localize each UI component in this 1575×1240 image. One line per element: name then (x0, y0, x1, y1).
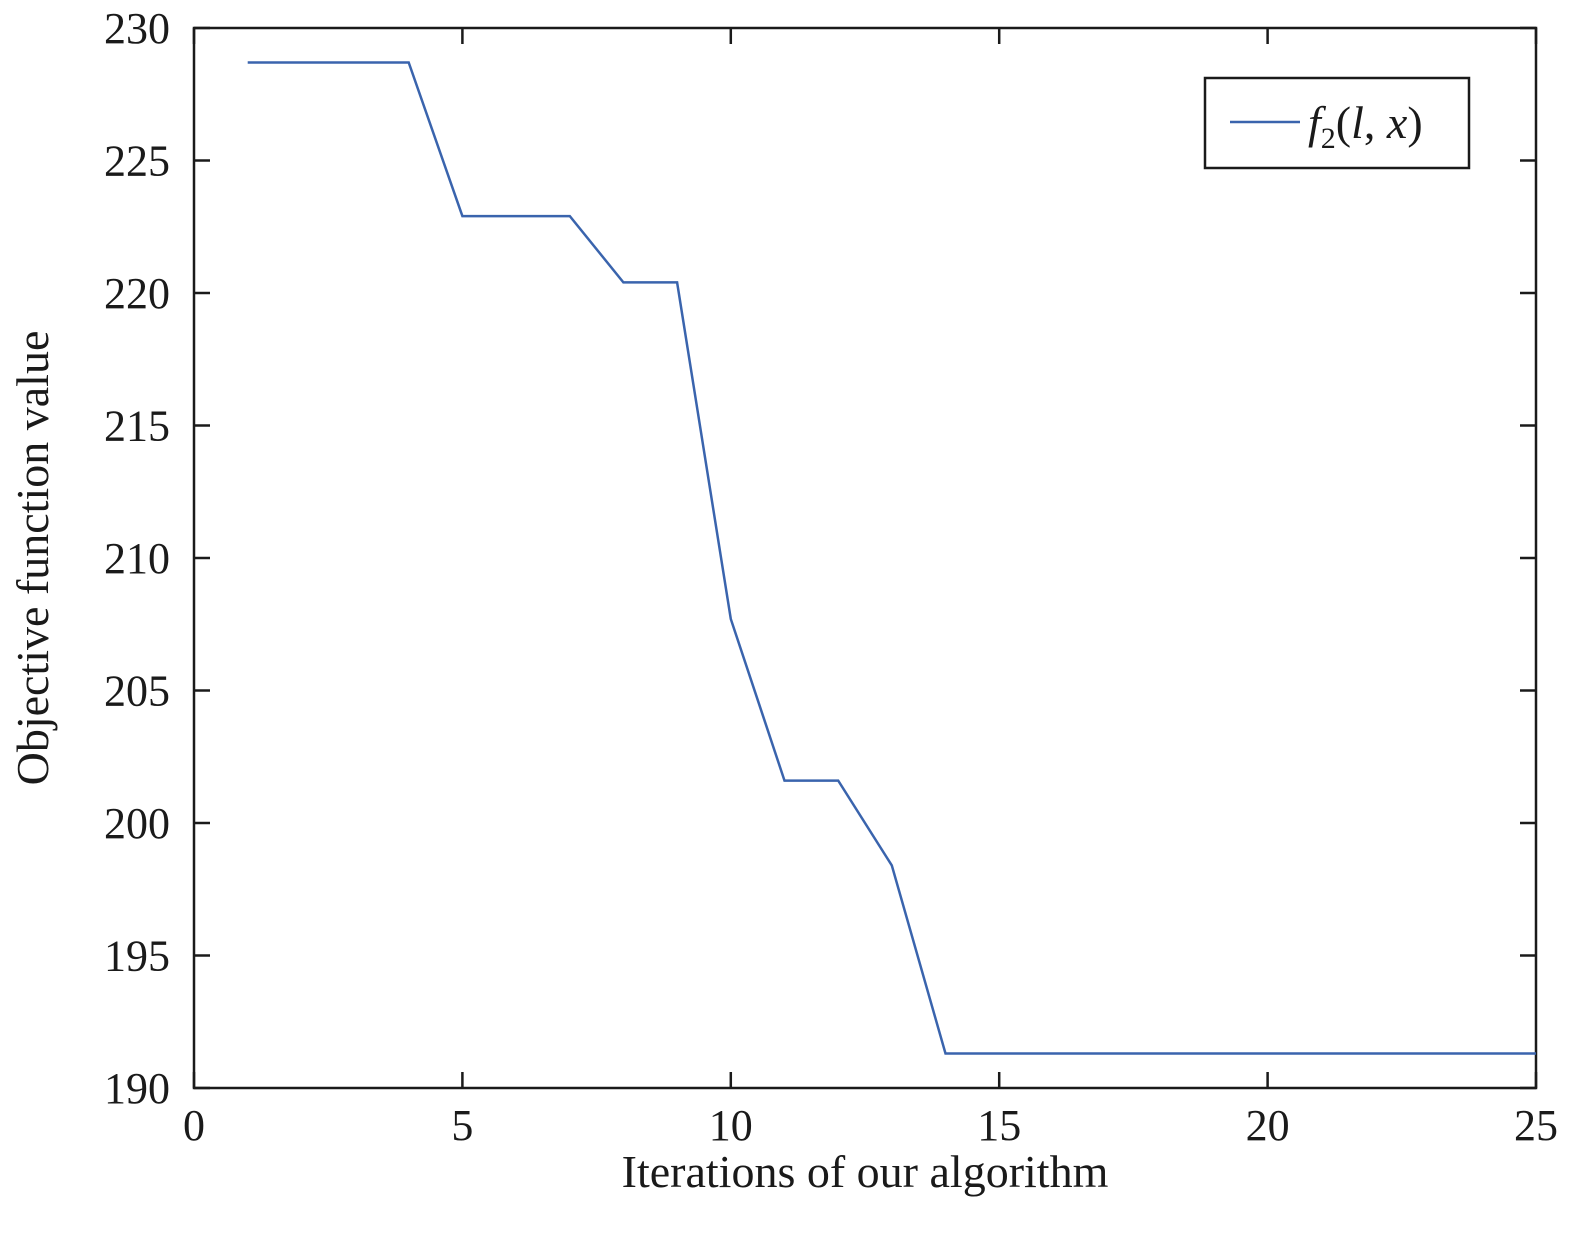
x-tick-label: 15 (977, 1101, 1021, 1150)
legend-entry-label: f2(l, x) (1308, 97, 1423, 155)
x-axis-title: Iterations of our algorithm (622, 1146, 1109, 1197)
legend-paren-open: ( (1336, 97, 1351, 148)
x-tick-label: 25 (1514, 1101, 1558, 1150)
y-tick-label: 225 (104, 137, 170, 186)
y-tick-label: 220 (104, 269, 170, 318)
x-tick-label: 20 (1246, 1101, 1290, 1150)
y-tick-label: 205 (104, 667, 170, 716)
x-tick-label: 10 (709, 1101, 753, 1150)
x-tick-label: 5 (451, 1101, 473, 1150)
y-tick-label: 190 (104, 1064, 170, 1113)
y-tick-label: 200 (104, 799, 170, 848)
y-axis-title: Objective function value (7, 331, 58, 786)
series-lines (247, 61, 1537, 1055)
plot-area-frame (192, 26, 1538, 1090)
legend-func-subscript: 2 (1321, 122, 1336, 155)
y-tick-label: 195 (104, 932, 170, 981)
legend-arg-l: l (1351, 97, 1364, 148)
series-line-0 (247, 61, 1536, 1055)
legend-paren-close: ) (1407, 97, 1422, 148)
axis-ticks: 0 5 10 15 20 25 190 195 200 205 210 215 220 225 230 (104, 4, 1558, 1150)
legend: f2(l, x) (1203, 76, 1471, 170)
legend-separator: , (1364, 97, 1387, 148)
legend-arg-x: x (1386, 97, 1408, 148)
x-tick-label: 0 (183, 1101, 205, 1150)
y-tick-label: 215 (104, 402, 170, 451)
y-tick-label: 210 (104, 534, 170, 583)
y-tick-label: 230 (104, 4, 170, 53)
